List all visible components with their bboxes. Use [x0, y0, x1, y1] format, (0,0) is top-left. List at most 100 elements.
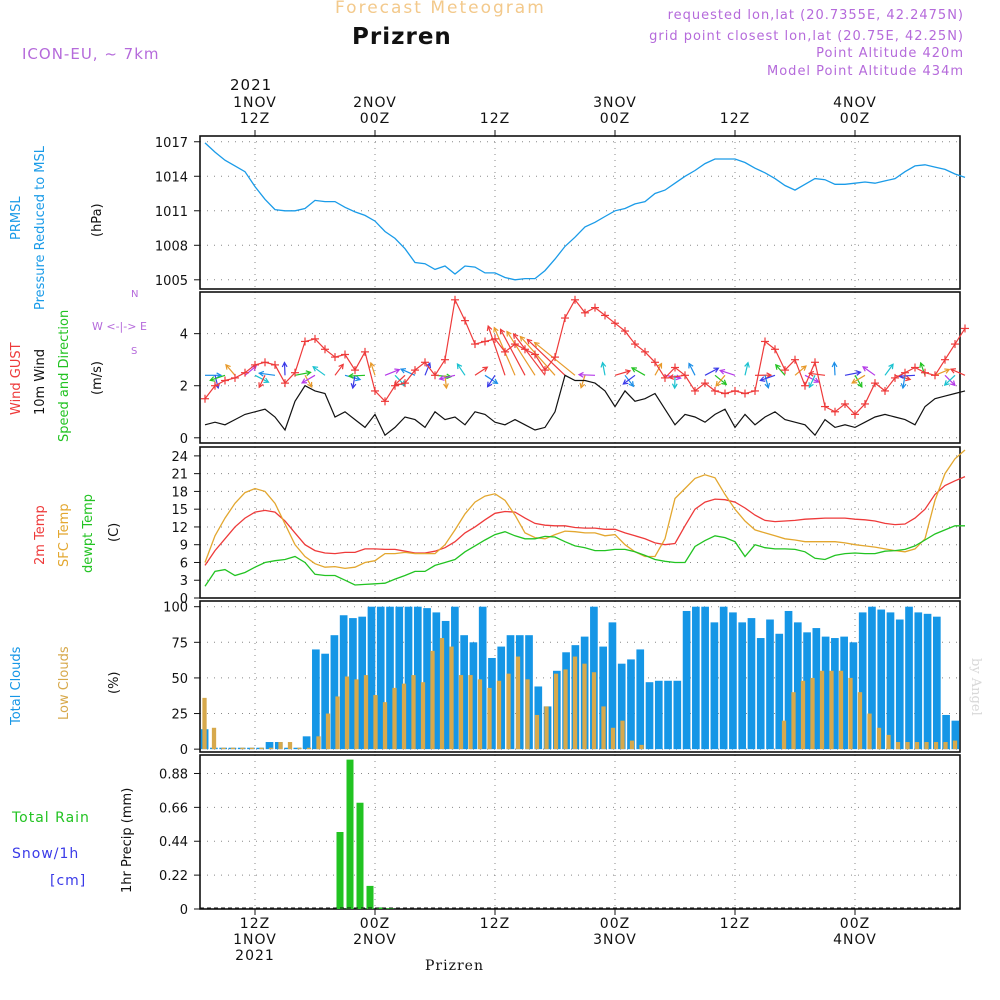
pressure-line — [204, 142, 966, 281]
compass-s: S — [131, 346, 138, 357]
bottom-axis-hour: 12Z — [719, 916, 751, 932]
precip-label-snow: Snow/1h — [12, 846, 80, 862]
wind-arrow-head — [486, 381, 493, 388]
ytick-label: 1014 — [155, 170, 188, 185]
wind-arrow-head — [944, 368, 951, 374]
cloud-bar-low — [430, 650, 435, 750]
panel-frame — [199, 135, 961, 290]
cloud-bar-low — [297, 747, 302, 750]
cloud-bar-low — [895, 742, 901, 750]
wind-arrow-head — [482, 366, 489, 372]
wind-arrow — [862, 366, 876, 376]
cloud-bar-total — [645, 682, 654, 750]
cloud-bar-low — [914, 742, 920, 750]
cloud-bar-low — [392, 687, 397, 750]
cloud-bar-low — [477, 679, 483, 750]
wind-arrow — [624, 374, 634, 387]
cloud-bar-total — [886, 612, 895, 750]
cloud-bar-total — [488, 657, 496, 750]
ytick-label: 75 — [171, 636, 188, 651]
ytick-label: 0.22 — [159, 869, 188, 884]
cloud-bar-low — [316, 736, 321, 750]
wind-arrow-head — [774, 363, 781, 370]
cloud-bar-total — [617, 663, 626, 750]
wind-arrow — [601, 362, 606, 376]
cloud-bar-total — [608, 622, 617, 750]
wind-arrow — [950, 368, 966, 376]
ytick-label: 0.88 — [159, 767, 188, 782]
cloud-bar-total — [339, 615, 348, 750]
cloud-bar-low — [553, 673, 559, 750]
cloud-bar-total — [386, 606, 394, 750]
wind-arrow — [526, 338, 566, 376]
cloud-bar-total — [793, 622, 802, 750]
cloud-bar-total — [766, 619, 774, 750]
cloud-bar-total — [831, 638, 839, 750]
wind-arrow-head — [338, 363, 344, 370]
wind-arrow-head — [831, 361, 838, 368]
wind-arrow-head — [807, 370, 815, 377]
wind-arrow-head — [900, 383, 907, 390]
wind-arrow-head — [744, 361, 750, 368]
wind-arrow-head — [919, 361, 925, 369]
bottom-axis-day: 1NOV — [233, 932, 277, 948]
cloud-bar-total — [840, 636, 848, 750]
bottom-axis-day — [695, 932, 775, 948]
bottom-axis-tick-label: 00Z 2NOV — [335, 916, 415, 964]
cloud-bar-low — [848, 677, 853, 750]
cloud-bar-low — [382, 702, 388, 750]
wind-arrow — [500, 329, 526, 376]
precip-bar — [356, 802, 364, 909]
cloud-bar-total — [478, 606, 487, 750]
wind-arrow — [519, 336, 556, 376]
cloud-bar-low — [230, 747, 236, 750]
footer-location: Prizren — [425, 958, 484, 974]
bottom-axis-hour: 12Z — [239, 916, 271, 932]
cloud-bar-total — [451, 606, 459, 750]
top-axis-tick-label: 4NOV 00Z — [815, 95, 895, 127]
ytick-label: 0 — [180, 432, 188, 447]
wind-arrow — [902, 375, 906, 389]
temp-2m-line — [204, 476, 966, 566]
cloud-bar-total — [932, 616, 941, 750]
ytick-label: 12 — [171, 521, 188, 536]
cloud-bar-low — [363, 675, 369, 750]
wind-arrow — [833, 362, 836, 376]
temp-unit: (C) — [107, 522, 122, 542]
cloud-bar-total — [469, 642, 478, 750]
clouds-label-low: Low Clouds — [57, 646, 72, 720]
wind-arrow-head — [949, 368, 956, 374]
wind-arrow-head — [624, 369, 632, 375]
wind-arrow — [210, 374, 226, 381]
cloud-bar-low — [259, 747, 264, 750]
cloud-bar-low — [335, 696, 340, 750]
wind-arrow-head — [759, 376, 766, 382]
wind-arrow — [258, 375, 266, 388]
ytick-label: 24 — [171, 450, 188, 465]
meteogram-title: Forecast Meteogram — [335, 0, 546, 18]
wind-arrow — [578, 374, 596, 376]
temp-label-2m: 2m Temp — [33, 505, 48, 565]
wind-arrow — [622, 374, 636, 385]
model-point-altitude: Model Point Altitude 434m — [767, 64, 964, 79]
cloud-bar-total — [636, 649, 645, 750]
cloud-bar-total — [692, 606, 700, 750]
wind-arrow — [614, 370, 631, 376]
cloud-bar-low — [439, 638, 445, 750]
cloud-bar-total — [738, 622, 747, 750]
cloud-bar-low — [401, 683, 407, 750]
wind-arrow-head — [905, 375, 912, 382]
bottom-axis-day: 3NOV — [593, 932, 637, 948]
bottom-axis-day — [455, 932, 535, 948]
cloud-bar-low — [620, 720, 625, 750]
wind-arrow-head — [713, 367, 720, 373]
wind-arrow-head — [305, 370, 312, 376]
wind-arrow-head — [526, 338, 533, 345]
wind-arrow-head — [258, 382, 264, 389]
compass-n: N — [131, 289, 139, 300]
wind-arrow — [884, 363, 894, 376]
bottom-axis-tick-label: 12Z 1NOV 2021 — [215, 916, 295, 964]
temp-label-sfc: SFC Temp — [57, 503, 72, 567]
cloud-bar-total — [821, 636, 830, 750]
wind-arrow — [259, 372, 276, 376]
